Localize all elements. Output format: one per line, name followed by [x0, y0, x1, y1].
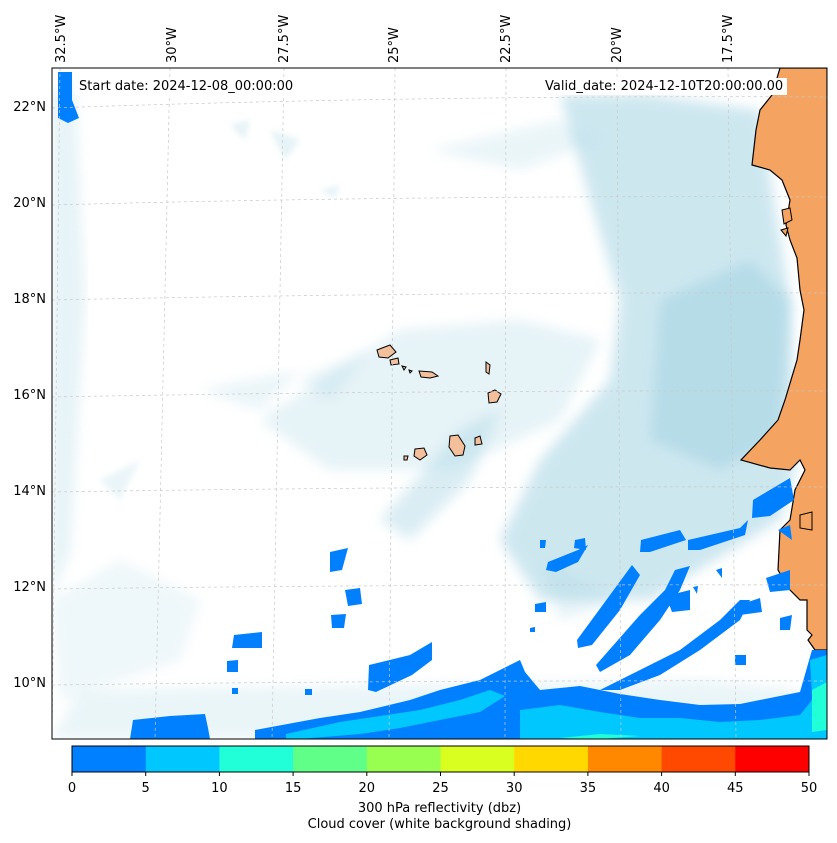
lon-label: 27.5°W [277, 15, 292, 63]
colorbar-swatch [587, 746, 663, 772]
valid-date-label: Valid_date: 2024-12-10T20:00:00.00 [541, 78, 788, 95]
map-frame [51, 67, 828, 740]
lat-label: 14°N [13, 484, 46, 499]
colorbar-tick-label: 50 [801, 781, 818, 796]
lon-label: 20°W [610, 27, 625, 63]
cape-verde-islands [376, 344, 502, 461]
colorbar-title: 300 hPa reflectivity (dbz) Cloud cover (… [52, 801, 827, 833]
colorbar-tick-label: 5 [142, 781, 150, 796]
colorbar-tick-label: 25 [432, 781, 449, 796]
colorbar-tick-label: 35 [580, 781, 597, 796]
colorbar-tick-label: 10 [211, 781, 228, 796]
lat-label: 16°N [13, 388, 46, 403]
reflectivity-15-20-dbz [560, 682, 827, 739]
lat-label: 10°N [13, 676, 46, 691]
colorbar-swatch [145, 746, 220, 772]
graticule [52, 68, 827, 739]
colorbar-swatch [72, 746, 147, 772]
colorbar-tick-label: 0 [68, 781, 76, 796]
coastal-islands-land [780, 207, 813, 531]
colorbar-swatch [293, 746, 368, 772]
cloud-cover-shading [52, 90, 800, 739]
colorbar-swatch [440, 746, 515, 772]
lon-label: 30°W [165, 27, 180, 63]
longitude-labels: 32.5°W 30°W 27.5°W 25°W 22.5°W 20°W 17.5… [54, 15, 736, 63]
lat-label: 12°N [13, 580, 46, 595]
lon-label: 32.5°W [54, 15, 69, 63]
lon-label: 25°W [387, 27, 402, 63]
colorbar-swatch [661, 746, 736, 772]
colorbar-swatch [366, 746, 441, 772]
colorbar-swatch [735, 746, 810, 772]
lon-label: 17.5°W [721, 15, 736, 63]
lat-label: 18°N [13, 292, 46, 307]
lat-label: 22°N [13, 100, 46, 115]
colorbar-swatches [72, 746, 810, 772]
colorbar-tick-label: 15 [285, 781, 302, 796]
colorbar-swatch [219, 746, 294, 772]
africa-coast-land [739, 68, 827, 651]
colorbar: 0 5 10 15 20 25 30 35 40 45 50 [68, 745, 817, 796]
colorbar-title-line1: 300 hPa reflectivity (dbz) [357, 801, 522, 816]
colorbar-tick-label: 45 [727, 781, 744, 796]
latitude-labels: 22°N 20°N 18°N 16°N 14°N 12°N 10°N [13, 100, 46, 691]
colorbar-tick-label: 40 [653, 781, 670, 796]
lat-label: 20°N [13, 196, 46, 211]
colorbar-tick-label: 20 [359, 781, 376, 796]
colorbar-title-line2: Cloud cover (white background shading) [307, 817, 572, 832]
start-date-label: Start date: 2024-12-08_00:00:00 [75, 78, 298, 95]
colorbar-tick-label: 30 [506, 781, 523, 796]
colorbar-ticks: 0 5 10 15 20 25 30 35 40 45 50 [68, 772, 817, 796]
lon-label: 22.5°W [499, 15, 514, 63]
colorbar-swatch [514, 746, 589, 772]
